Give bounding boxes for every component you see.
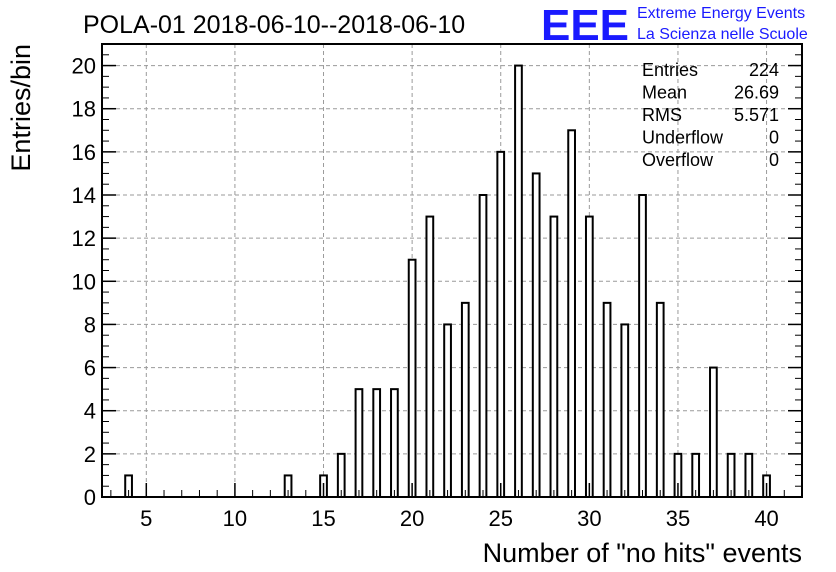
histogram-bar bbox=[655, 301, 665, 498]
y-tick-label: 6 bbox=[84, 356, 96, 381]
histogram-bar bbox=[425, 215, 435, 498]
y-tick-label: 8 bbox=[84, 312, 96, 337]
histogram-bar bbox=[620, 323, 630, 498]
x-tick-label: 15 bbox=[311, 506, 335, 531]
y-tick-label: 18 bbox=[72, 97, 96, 122]
x-tick-label: 20 bbox=[400, 506, 424, 531]
stat-label: Mean bbox=[642, 83, 687, 103]
x-tick-label: 10 bbox=[223, 506, 247, 531]
histogram-bar bbox=[354, 388, 364, 498]
y-tick-label: 12 bbox=[72, 226, 96, 251]
histogram-bar bbox=[460, 301, 470, 498]
y-axis-title: Entries/bin bbox=[6, 44, 36, 172]
logo-eee-text: EEE bbox=[541, 1, 629, 50]
histogram-bar bbox=[390, 388, 399, 498]
y-tick-label: 14 bbox=[72, 183, 96, 208]
stat-label: RMS bbox=[642, 105, 682, 125]
histogram-bar bbox=[407, 258, 417, 499]
y-tick-label: 2 bbox=[84, 442, 96, 467]
x-tick-labels: 5 10 15 20 25 30 35 40 bbox=[140, 506, 779, 531]
x-tick-label: 5 bbox=[140, 506, 152, 531]
stat-value: 0 bbox=[769, 150, 779, 170]
y-tick-label: 0 bbox=[84, 485, 96, 510]
stat-value: 224 bbox=[749, 60, 779, 80]
x-tick-label: 30 bbox=[577, 506, 601, 531]
stat-value: 26.69 bbox=[734, 83, 779, 103]
histogram-bar bbox=[709, 366, 718, 499]
histogram-bar bbox=[584, 215, 594, 498]
histogram-bar bbox=[496, 150, 506, 498]
chart-title: POLA-01 2018-06-10--2018-06-10 bbox=[83, 11, 465, 39]
logo-line-1: Extreme Energy Events bbox=[637, 5, 805, 22]
histogram-bar bbox=[514, 64, 523, 498]
y-tick-label: 4 bbox=[84, 399, 96, 424]
histogram-bar bbox=[372, 388, 382, 498]
eee-logo: EEE Extreme Energy Events La Scienza nel… bbox=[541, 1, 808, 50]
histogram-bar bbox=[443, 323, 452, 498]
x-axis-title: Number of "no hits" events bbox=[483, 538, 802, 568]
stat-label: Underflow bbox=[642, 128, 724, 148]
y-tick-label: 16 bbox=[72, 140, 96, 165]
x-tick-label: 35 bbox=[666, 506, 690, 531]
axis-ticks bbox=[102, 54, 802, 498]
histogram-bar bbox=[602, 301, 612, 498]
histogram-bar bbox=[567, 129, 576, 499]
histogram-bar bbox=[478, 194, 488, 498]
stat-label: Overflow bbox=[642, 150, 714, 170]
y-tick-label: 20 bbox=[72, 54, 96, 79]
stat-label: Entries bbox=[642, 60, 698, 80]
plot-frame bbox=[101, 43, 803, 498]
y-tick-label: 10 bbox=[72, 269, 96, 294]
y-tick-labels: 0 2 4 6 8 10 12 14 16 18 20 bbox=[72, 54, 96, 510]
histogram-bar bbox=[638, 194, 647, 498]
stat-value: 5.571 bbox=[734, 105, 779, 125]
histogram-bar bbox=[549, 215, 559, 498]
logo-line-2: La Scienza nelle Scuole bbox=[637, 26, 808, 43]
histogram-bars bbox=[124, 64, 771, 499]
stat-value: 0 bbox=[769, 128, 779, 148]
grid bbox=[102, 44, 802, 497]
stats-box: Entries 224 Mean 26.69 RMS 5.571 Underflow 0 Ove… bbox=[642, 60, 779, 170]
x-tick-label: 40 bbox=[754, 506, 778, 531]
x-tick-label: 25 bbox=[488, 506, 512, 531]
histogram-bar bbox=[531, 172, 541, 499]
